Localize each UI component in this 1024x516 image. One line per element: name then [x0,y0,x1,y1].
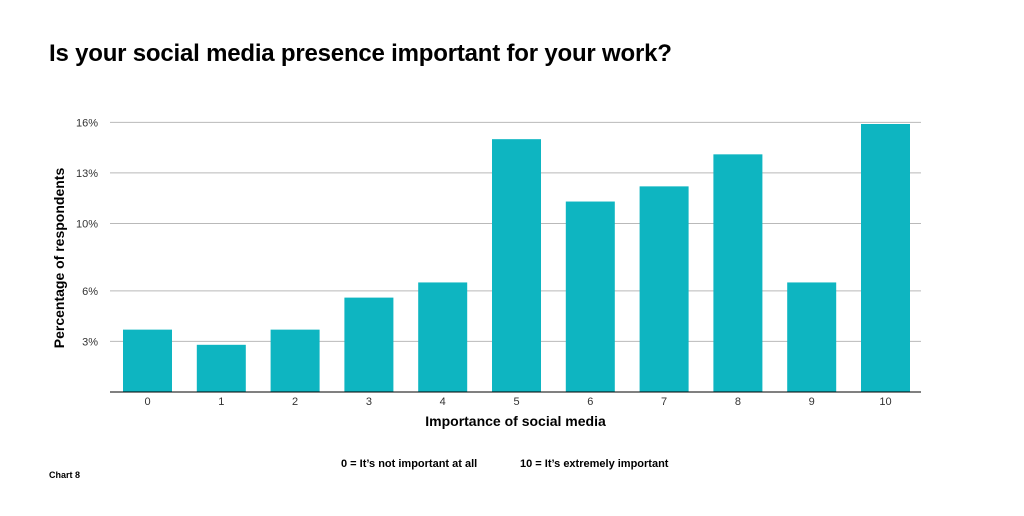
x-axis-title: Importance of social media [425,413,606,429]
bar-9 [787,282,837,392]
x-tick-labels: 0 1 2 3 4 5 6 7 8 9 10 [144,396,891,408]
x-tick-label: 2 [292,396,298,408]
chart-number: Chart 8 [49,470,81,480]
bar-4 [418,282,468,392]
y-tick-label: 13% [76,168,98,180]
y-tick-label: 16% [76,117,98,129]
legend-high: 10 = It’s extremely important [520,458,669,470]
bar-10 [861,124,910,392]
bar-3 [344,297,394,392]
y-tick-label: 10% [76,218,98,230]
bar-7 [639,186,689,392]
bar-6 [565,201,615,392]
x-tick-label: 4 [440,396,446,408]
x-tick-label: 7 [661,396,667,408]
x-tick-label: 0 [144,396,150,408]
x-tick-label: 9 [809,396,815,408]
bar-chart: 3% 6% 10% 13% 16% 0 1 2 3 4 5 6 7 8 9 10 Importance of… [51,117,921,429]
y-tick-labels: 3% 6% 10% 13% 16% [76,117,98,348]
bar-8 [713,154,763,392]
legend-low: 0 = It’s not important at all [341,458,478,470]
x-tick-label: 8 [735,396,741,408]
x-tick-label: 6 [587,396,593,408]
bar-5 [492,139,541,392]
y-tick-label: 3% [82,336,98,348]
chart-title: Is your social media presence important … [49,40,672,67]
x-tick-label: 1 [218,396,224,408]
x-tick-label: 10 [879,396,891,408]
bar-1 [196,344,246,392]
bars [123,124,910,392]
bar-0 [123,329,172,392]
x-tick-label: 3 [366,396,372,408]
y-tick-label: 6% [82,286,98,298]
bar-2 [270,329,320,392]
y-axis-title: Percentage of respondents [51,168,67,349]
x-tick-label: 5 [513,396,519,408]
